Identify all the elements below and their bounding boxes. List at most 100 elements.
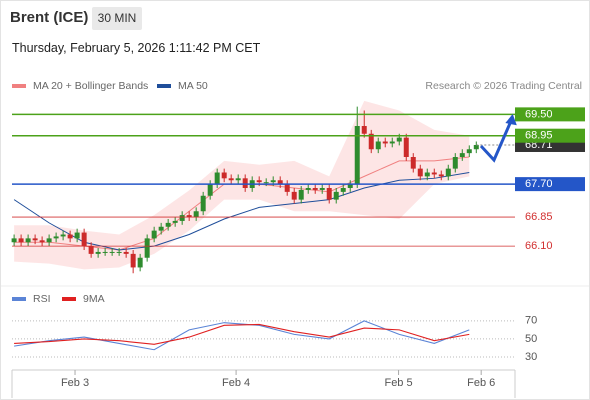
candle-body	[466, 149, 472, 154]
candle-body	[403, 137, 409, 157]
candle-body	[123, 251, 129, 254]
candle-body	[109, 251, 115, 253]
legend-swatch	[62, 297, 76, 301]
candle-body	[298, 189, 304, 200]
candle-body	[452, 157, 458, 169]
candle-body	[445, 168, 451, 177]
candle-body	[333, 191, 339, 200]
candle-body	[361, 126, 367, 134]
candle-body	[207, 184, 213, 196]
candle-body	[158, 226, 164, 231]
level-label: 66.10	[525, 240, 553, 252]
candle-body	[165, 222, 171, 227]
level-box	[515, 107, 585, 122]
x-tick-label: Feb 5	[384, 377, 412, 389]
candle-body	[228, 178, 234, 181]
candle-body	[221, 172, 227, 179]
candle-body	[179, 215, 185, 221]
legend-swatch	[12, 84, 26, 88]
candle-body	[67, 234, 73, 239]
candle-body	[151, 230, 157, 239]
candle-body	[200, 195, 206, 212]
candle-body	[193, 211, 199, 218]
candle-body	[410, 157, 416, 169]
candle-body	[53, 236, 59, 239]
forecast-arrow	[479, 120, 513, 163]
y-tick-label: 30	[525, 351, 537, 363]
candle-body	[88, 246, 94, 254]
candle-body	[312, 188, 318, 190]
candle-body	[25, 238, 31, 243]
candle-body	[137, 257, 143, 268]
candle-body	[326, 188, 332, 200]
candle-body	[39, 240, 45, 243]
candle-body	[459, 153, 465, 157]
candle-body	[396, 137, 402, 142]
timestamp: Thursday, February 5, 2026 1:11:42 PM CE…	[12, 41, 261, 55]
candle-body	[263, 182, 269, 184]
indicator-line	[14, 320, 470, 351]
candle-body	[172, 220, 178, 223]
indicator-line	[14, 323, 470, 345]
candle-body	[95, 251, 101, 254]
candle-body	[214, 172, 220, 185]
candle-body	[319, 188, 325, 190]
legend-label: MA 20 + Bollinger Bands	[33, 80, 148, 92]
candle-body	[74, 232, 80, 239]
candle-body	[284, 184, 290, 192]
level-label: 68.95	[525, 130, 553, 142]
candle-body	[431, 172, 437, 175]
candle-body	[11, 238, 17, 243]
candle-body	[291, 191, 297, 200]
interval-button[interactable]: 30 MIN	[92, 7, 142, 30]
candle-body	[81, 232, 87, 247]
candle-body	[417, 168, 423, 177]
x-tick-label: Feb 4	[222, 377, 250, 389]
legend-label: 9MA	[83, 293, 105, 305]
candle-body	[242, 178, 248, 188]
symbol: Brent (ICE)	[10, 9, 89, 26]
y-tick-label: 50	[525, 333, 537, 345]
candle-body	[235, 178, 241, 181]
level-label: 67.70	[525, 178, 553, 190]
candle-body	[389, 141, 395, 144]
forecast-arrowhead	[505, 113, 517, 126]
candle-body	[424, 172, 430, 177]
level-box	[515, 177, 585, 192]
candle-body	[368, 133, 374, 150]
candle-body	[18, 238, 24, 243]
y-tick-label: 70	[525, 315, 537, 327]
level-label: 69.50	[525, 108, 553, 120]
candle-body	[32, 238, 38, 241]
level-label: 66.85	[525, 211, 553, 223]
candle-body	[375, 141, 381, 150]
x-tick-label: Feb 3	[61, 377, 89, 389]
candle-body	[144, 238, 150, 258]
candle-body	[438, 174, 444, 177]
legend-label: MA 50	[178, 80, 208, 92]
level-box	[515, 128, 585, 143]
legend-swatch	[12, 297, 26, 301]
candle-body	[116, 251, 122, 253]
candle-body	[382, 141, 388, 144]
candle-body	[130, 253, 136, 268]
credit: Research © 2026 Trading Central	[425, 80, 582, 92]
candle-body	[347, 184, 353, 188]
candle-body	[354, 126, 360, 185]
candle-body	[46, 238, 52, 243]
moving-average	[13, 172, 470, 251]
candle-body	[305, 188, 311, 190]
legend-label: RSI	[33, 293, 51, 305]
legend-swatch	[157, 84, 171, 88]
candle-body	[270, 180, 276, 183]
candle-body	[340, 188, 346, 192]
candle-body	[256, 180, 262, 183]
candle-body	[186, 215, 192, 218]
candle-body	[277, 180, 283, 185]
candle-body	[102, 251, 108, 253]
candle-body	[60, 234, 66, 237]
candle-body	[473, 144, 479, 150]
x-tick-label: Feb 6	[467, 377, 495, 389]
